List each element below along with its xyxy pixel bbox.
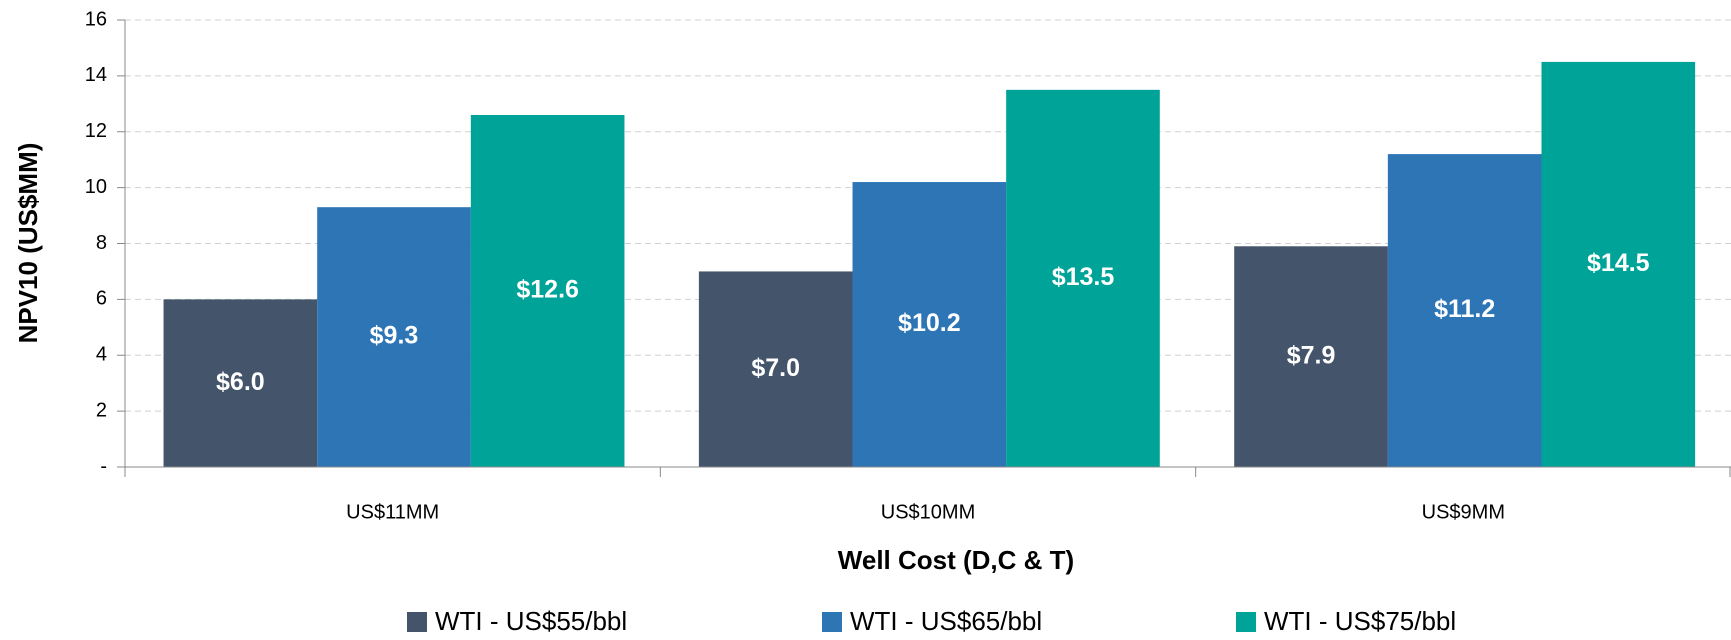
x-tick-label: US$9MM [1422,501,1505,523]
value-label: $7.0 [751,354,800,382]
bar [852,182,1007,467]
bar [698,271,853,467]
y-axis-title: NPV10 (US$MM) [13,143,43,344]
legend-label: WTI - US$65/bbl [850,606,1042,636]
bar [1541,61,1696,467]
x-tick-label: US$11MM [346,501,439,523]
x-axis-title: Well Cost (D,C & T) [838,545,1074,575]
value-label: $12.6 [516,276,579,304]
y-tick-label: - [100,455,107,477]
y-tick-label: 12 [85,120,107,142]
y-tick-label: 6 [96,288,107,310]
bar [1387,154,1542,467]
bar [163,299,318,467]
value-label: $10.2 [898,309,961,337]
y-tick-label: 10 [85,176,107,198]
bar [1006,89,1160,467]
value-label: $9.3 [370,322,419,350]
value-label: $6.0 [216,368,265,396]
bar [1234,246,1388,467]
legend-label: WTI - US$75/bbl [1264,606,1456,636]
x-tick-label: US$10MM [881,501,975,523]
y-tick-label: 14 [85,64,107,86]
legend-swatch [1236,612,1256,632]
legend-swatch [822,612,842,632]
y-tick-label: 4 [96,344,107,366]
value-label: $13.5 [1052,263,1115,291]
bar [470,114,625,468]
value-label: $7.9 [1287,341,1336,369]
legend-swatch [407,612,427,632]
bar [317,207,471,467]
y-tick-label: 16 [85,8,107,30]
y-tick-label: 8 [96,232,107,254]
legend-label: WTI - US$55/bbl [435,606,627,636]
value-label: $14.5 [1587,249,1650,277]
value-label: $11.2 [1434,295,1495,323]
y-tick-label: 2 [96,399,107,421]
